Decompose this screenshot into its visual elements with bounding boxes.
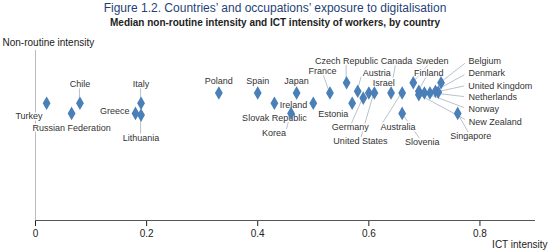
svg-text:Germany: Germany bbox=[332, 122, 370, 132]
svg-text:France: France bbox=[308, 66, 336, 76]
svg-text:0: 0 bbox=[33, 228, 39, 239]
svg-text:Non-routine intensity: Non-routine intensity bbox=[3, 37, 95, 48]
svg-text:Australia: Australia bbox=[380, 122, 415, 132]
svg-text:Singapore: Singapore bbox=[450, 131, 491, 141]
svg-text:Israel: Israel bbox=[373, 78, 395, 88]
svg-text:Chile: Chile bbox=[70, 79, 91, 89]
svg-text:Denmark: Denmark bbox=[469, 68, 506, 78]
svg-text:Greece: Greece bbox=[100, 106, 130, 116]
svg-text:Italy: Italy bbox=[133, 79, 150, 89]
svg-text:New Zealand: New Zealand bbox=[469, 117, 522, 127]
svg-text:ICT intensity: ICT intensity bbox=[492, 239, 547, 250]
svg-text:Turkey: Turkey bbox=[15, 111, 43, 121]
svg-text:Russian Federation: Russian Federation bbox=[33, 123, 111, 133]
svg-text:Poland: Poland bbox=[205, 76, 233, 86]
svg-text:Lithuania: Lithuania bbox=[123, 133, 160, 143]
svg-text:Norway: Norway bbox=[468, 104, 499, 114]
svg-text:Austria: Austria bbox=[363, 68, 391, 78]
svg-text:0.2: 0.2 bbox=[140, 228, 154, 239]
svg-text:United Kingdom: United Kingdom bbox=[468, 81, 532, 91]
svg-text:Slovak Republic: Slovak Republic bbox=[242, 113, 307, 123]
svg-text:Estonia: Estonia bbox=[318, 109, 348, 119]
svg-text:Finland: Finland bbox=[414, 68, 444, 78]
svg-text:Belgium: Belgium bbox=[469, 56, 502, 66]
svg-text:0.4: 0.4 bbox=[251, 228, 265, 239]
svg-text:0.8: 0.8 bbox=[473, 228, 487, 239]
svg-text:Czech Republic: Czech Republic bbox=[315, 56, 379, 66]
svg-text:Japan: Japan bbox=[284, 76, 309, 86]
svg-text:Canada: Canada bbox=[381, 56, 413, 66]
html-text:Median non-routine intensity a: Median non-routine intensity and ICT int… bbox=[110, 17, 440, 28]
html-text:Figure 1.2. Countries’ and occ: Figure 1.2. Countries’ and occupations’ … bbox=[103, 1, 447, 15]
svg-text:0.6: 0.6 bbox=[362, 228, 376, 239]
svg-text:United States: United States bbox=[333, 136, 388, 146]
svg-text:Sweden: Sweden bbox=[416, 56, 449, 66]
svg-text:Spain: Spain bbox=[246, 76, 269, 86]
svg-text:Korea: Korea bbox=[262, 128, 286, 138]
svg-text:Slovenia: Slovenia bbox=[405, 137, 440, 147]
svg-text:Netherlands: Netherlands bbox=[468, 92, 517, 102]
svg-text:Ireland: Ireland bbox=[280, 100, 308, 110]
